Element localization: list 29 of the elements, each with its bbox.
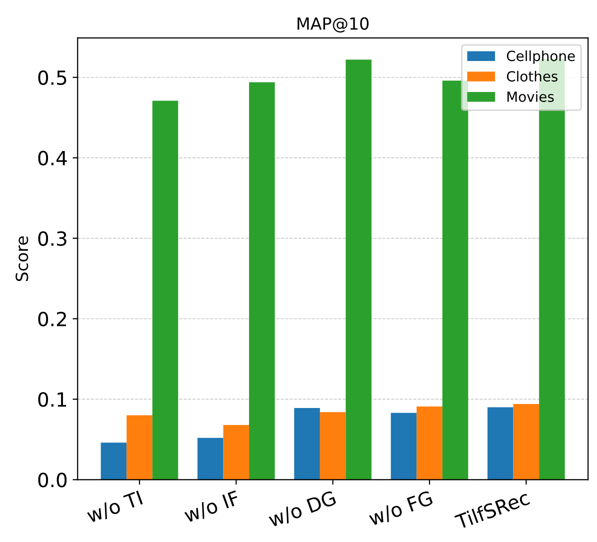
y-tick-label: 0.4 [38,150,67,166]
bar [390,412,417,480]
y-tick-label: 0.5 [38,70,66,86]
chart-title: MAP@10 [298,17,369,33]
y-tick-label: 0.0 [38,472,67,488]
y-tick-label: 0.2 [38,312,66,326]
x-tick-label: w/o IF [183,490,241,524]
bar [197,438,224,480]
bar [416,406,442,480]
x-tick-label: w/o FG [368,490,434,528]
legend-label: Movies [507,91,554,102]
bar [223,424,250,480]
y-axis-title: Score [16,236,28,282]
y-tick-label: 0.3 [38,231,66,246]
bar [100,442,127,480]
x-tick-label: w/o DG [267,490,337,529]
bar [442,80,468,480]
bar [249,82,275,480]
x-tick-label: w/o TI [86,490,144,525]
bar [152,100,178,480]
bar [294,408,320,480]
y-tick-label: 0.1 [38,392,66,407]
legend-label: Cellphone [506,50,575,64]
legend-label: Clothes [506,70,558,82]
bar [320,412,346,480]
bar [346,60,372,480]
bar [126,415,152,480]
bar [513,404,540,480]
bar [488,407,514,480]
